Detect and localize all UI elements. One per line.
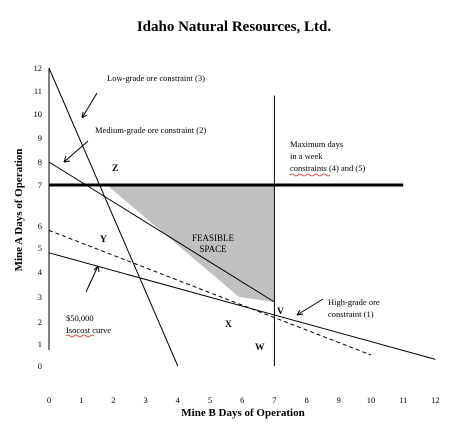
x-tick-label: 1 bbox=[79, 395, 83, 405]
feasible-space-label-line2: SPACE bbox=[199, 244, 227, 254]
x-tick-label: 6 bbox=[240, 395, 244, 405]
x-tick-label: 7 bbox=[272, 395, 276, 405]
arrow-low-grade-head bbox=[81, 111, 88, 119]
medium-grade-label: Medium-grade ore constraint (2) bbox=[95, 125, 206, 135]
y-axis-label: Mine A Days of Operation bbox=[13, 149, 25, 272]
x-tick-label: 10 bbox=[367, 395, 376, 405]
x-tick-label: 5 bbox=[208, 395, 212, 405]
arrow-isocost bbox=[85, 265, 99, 293]
chart-title: Idaho Natural Resources, Ltd. bbox=[137, 19, 332, 35]
feasible-region bbox=[106, 185, 275, 302]
point-x-label: X bbox=[225, 320, 232, 330]
y-tick-label: 11 bbox=[34, 86, 42, 96]
high-grade-label-line2: constraint (1) bbox=[328, 309, 374, 319]
feasible-space-label-line1: FEASIBLE bbox=[192, 233, 235, 243]
y-tick-label: 4 bbox=[38, 267, 43, 277]
y-tick-label: 0 bbox=[38, 361, 42, 371]
y-tick-label: 5 bbox=[38, 243, 42, 253]
x-tick-label: 11 bbox=[399, 395, 407, 405]
y-tick-label: 3 bbox=[38, 292, 42, 302]
x-tick-label: 9 bbox=[337, 395, 341, 405]
y-tick-label: 12 bbox=[34, 63, 43, 73]
x-axis-label: Mine B Days of Operation bbox=[181, 407, 304, 419]
y-tick-label: 2 bbox=[38, 317, 42, 327]
point-z-label: Z bbox=[112, 164, 118, 174]
arrow-low-grade bbox=[81, 92, 98, 119]
y-tick-label: 8 bbox=[38, 157, 42, 167]
high-grade-label-line1: High-grade ore bbox=[328, 297, 380, 307]
spellcheck-underline bbox=[289, 173, 331, 177]
x-tick-label: 3 bbox=[143, 395, 147, 405]
x-tick-label: 12 bbox=[431, 395, 440, 405]
isocost-line bbox=[48, 229, 372, 356]
x-tick-label: 4 bbox=[176, 395, 181, 405]
y-tick-label: 9 bbox=[38, 133, 42, 143]
x-tick-label: 0 bbox=[47, 395, 51, 405]
point-y-label: Y bbox=[100, 235, 107, 245]
arrow-medium-grade bbox=[63, 140, 89, 163]
point-w-label: W bbox=[255, 343, 265, 353]
arrow-high-grade-head bbox=[296, 309, 304, 316]
arrow-medium-grade-head bbox=[63, 155, 71, 163]
max-days-label-line3: constraints (4) and (5) bbox=[290, 163, 365, 173]
annotation-arrows bbox=[63, 92, 324, 316]
high-grade-constraint-line bbox=[48, 252, 436, 360]
y-tick-label: 10 bbox=[34, 109, 43, 119]
max-days-label-line2: in a week bbox=[290, 151, 323, 161]
x-tick-label: 2 bbox=[111, 395, 115, 405]
y-tick-label: 1 bbox=[38, 339, 42, 349]
y-tick-label: 6 bbox=[38, 221, 42, 231]
isocost-label-line2: Isocost curve bbox=[66, 325, 111, 335]
low-grade-constraint-line bbox=[48, 67, 179, 367]
isocost-label-line1: $50,000 bbox=[66, 313, 94, 323]
low-grade-label: Low-grade ore constraint (3) bbox=[107, 73, 205, 83]
arrow-isocost-head bbox=[93, 265, 100, 273]
point-v-label: V bbox=[277, 307, 284, 317]
y-tick-label: 7 bbox=[38, 180, 42, 190]
max-days-label-line1: Maximum days bbox=[290, 139, 343, 149]
constraint-lines bbox=[48, 67, 436, 367]
x-tick-label: 8 bbox=[304, 395, 308, 405]
spellcheck-underline-isocost bbox=[65, 334, 95, 338]
arrow-high-grade bbox=[296, 298, 324, 316]
